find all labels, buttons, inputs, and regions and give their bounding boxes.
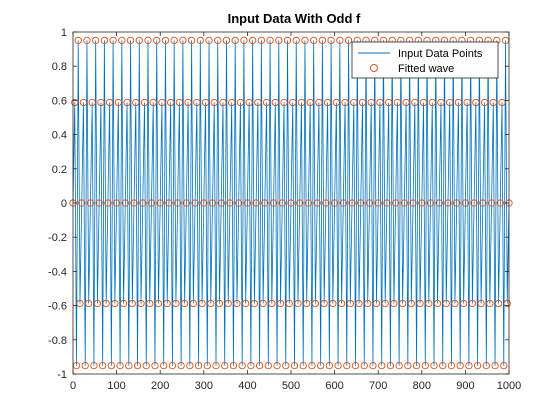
x-tick-label: 200 [151, 380, 169, 392]
x-tick-label: 600 [325, 380, 343, 392]
x-tick-label: 1000 [497, 380, 521, 392]
x-tick-label: 500 [282, 380, 300, 392]
x-tick-label: 400 [238, 380, 256, 392]
x-tick-label: 300 [195, 380, 213, 392]
legend-label: Fitted wave [398, 63, 454, 75]
y-tick-label: -0.2 [48, 232, 67, 244]
chart-title: Input Data With Odd f [228, 11, 361, 26]
legend-label: Input Data Points [398, 48, 483, 60]
y-tick-label: 0.4 [52, 130, 67, 142]
y-tick-label: 0 [61, 198, 67, 210]
x-tick-label: 800 [413, 380, 431, 392]
y-tick-label: -1 [57, 369, 67, 381]
y-tick-label: 0.2 [52, 164, 67, 176]
x-tick-label: 100 [107, 380, 125, 392]
legend: Input Data Points Fitted wave [352, 42, 498, 78]
x-tick-label: 900 [456, 380, 474, 392]
y-tick-label: -0.6 [48, 301, 67, 313]
x-tick-label: 0 [70, 380, 76, 392]
y-tick-label: 0.8 [52, 61, 67, 73]
y-tick-label: -0.8 [48, 335, 67, 347]
y-tick-label: -0.4 [48, 266, 67, 278]
y-tick-label: 0.6 [52, 95, 67, 107]
y-tick-label: 1 [61, 27, 67, 39]
x-tick-label: 700 [369, 380, 387, 392]
